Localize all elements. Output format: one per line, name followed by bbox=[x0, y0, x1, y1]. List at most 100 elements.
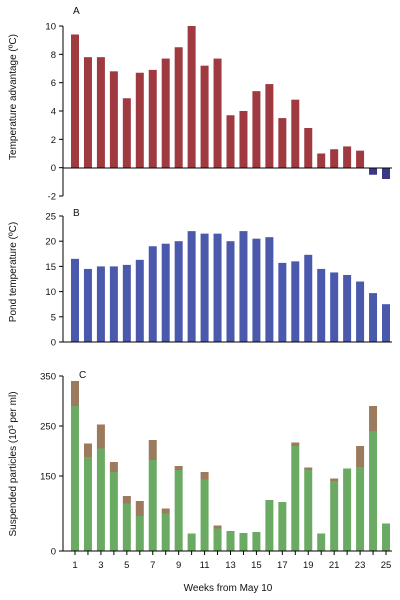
panel-c: C Suspended particles (10³ per ml) 0 150 2… bbox=[8, 370, 392, 571]
panel-b-bar bbox=[226, 241, 235, 342]
panel-0-y-tick-label: 8 bbox=[51, 50, 56, 61]
panel-c-bar-segment-0 bbox=[330, 481, 339, 551]
panel-2-y-tick-label: 0 bbox=[51, 547, 56, 558]
panel-c-bar-segment-1 bbox=[83, 443, 92, 457]
panel-c-bar-segment-0 bbox=[96, 448, 105, 551]
panel-1-y-tick-label: 10 bbox=[45, 287, 56, 298]
panel-b-bar bbox=[122, 264, 131, 342]
panel-a-bar bbox=[226, 115, 235, 168]
panel-c-bar-segment-0 bbox=[200, 479, 209, 551]
panel-c-bar-segment-0 bbox=[369, 431, 378, 551]
panel-b-bar bbox=[161, 243, 170, 342]
panel-c-bar-segment-0 bbox=[239, 533, 248, 551]
panel-c-bar-segment-0 bbox=[356, 467, 365, 551]
x-tick-label: 21 bbox=[329, 560, 340, 571]
panel-0-y-tick-label: -2 bbox=[48, 192, 56, 203]
panel-c-bar-segment-1 bbox=[356, 446, 365, 467]
panel-a-bar bbox=[252, 91, 261, 168]
panel-a-bar bbox=[265, 84, 274, 168]
x-axis-title: Weeks from May 10 bbox=[184, 583, 273, 594]
x-tick-label: 23 bbox=[355, 560, 366, 571]
panel-c-bar-segment-0 bbox=[213, 528, 222, 551]
panel-a-bar bbox=[122, 98, 131, 168]
panel-c-bar-segment-0 bbox=[317, 533, 326, 551]
panel-a-bar bbox=[109, 71, 118, 168]
panel-c-bar-segment-0 bbox=[252, 532, 261, 551]
panel-b-bar bbox=[96, 266, 105, 342]
panel-c-bar-segment-1 bbox=[135, 501, 144, 516]
panel-c-bar-segment-0 bbox=[109, 472, 118, 551]
panel-b-bar bbox=[382, 304, 390, 342]
panel-b-bar bbox=[200, 233, 209, 342]
panel-0-y-tick-label: 2 bbox=[51, 135, 56, 146]
panel-a-bar bbox=[174, 47, 183, 168]
panel-1-y-tick-label: 15 bbox=[45, 262, 56, 273]
panel-b-y-axis-title: Pond temperature (ºC) bbox=[8, 222, 19, 322]
panel-0-y-tick-label: 4 bbox=[51, 107, 56, 118]
panel-b-bar bbox=[291, 261, 300, 342]
panel-c-bar-segment-1 bbox=[109, 462, 118, 472]
panel-0-y-tick-label: 0 bbox=[51, 163, 56, 174]
panel-b-bar bbox=[304, 254, 313, 342]
x-tick-label: 7 bbox=[150, 560, 155, 571]
panel-c-label: C bbox=[79, 370, 86, 381]
x-tick-label: 3 bbox=[98, 560, 103, 571]
panel-b-bar bbox=[356, 281, 365, 342]
panel-a-bar bbox=[317, 153, 326, 168]
panel-c-bar-segment-0 bbox=[161, 513, 170, 551]
x-tick-label: 1 bbox=[72, 560, 77, 571]
x-tick-label: 17 bbox=[277, 560, 288, 571]
panel-c-bar-segment-0 bbox=[226, 531, 235, 551]
panel-c-bar-segment-1 bbox=[96, 424, 105, 449]
panel-c-bar-segment-0 bbox=[83, 457, 92, 551]
panel-a-bar bbox=[135, 72, 144, 168]
panel-c-bar-segment-1 bbox=[304, 467, 313, 470]
panel-a-bar bbox=[148, 69, 157, 168]
panel-b-bar bbox=[278, 262, 287, 342]
panel-a-bar bbox=[71, 34, 79, 168]
panel-b-bar bbox=[187, 231, 196, 342]
x-tick-label: 25 bbox=[381, 560, 392, 571]
panel-b-label: B bbox=[73, 208, 80, 219]
panel-b-bar bbox=[343, 274, 352, 342]
panel-c-bar-segment-0 bbox=[122, 503, 131, 551]
panel-1-y-tick-label: 25 bbox=[45, 212, 56, 223]
x-tick-label: 15 bbox=[251, 560, 262, 571]
panel-b-bar bbox=[330, 272, 339, 342]
panel-b-bar bbox=[317, 268, 326, 342]
panel-2-y-tick-label: 350 bbox=[40, 372, 56, 383]
panel-b-bar bbox=[265, 237, 274, 342]
panel-a-bar bbox=[187, 26, 196, 168]
panel-c-bar-segment-0 bbox=[343, 468, 352, 551]
panel-b-bar bbox=[174, 241, 183, 342]
panel-c-bar-segment-1 bbox=[330, 478, 339, 481]
panel-a-bar bbox=[96, 57, 105, 168]
x-tick-label: 13 bbox=[225, 560, 236, 571]
panel-a-bar bbox=[330, 149, 339, 168]
panel-a-bar bbox=[213, 58, 222, 168]
panel-b-bar bbox=[239, 231, 248, 342]
panel-c-bar-segment-1 bbox=[213, 525, 222, 529]
panel-c-bar-segment-1 bbox=[148, 440, 157, 460]
panel-b: B Pond temperature (ºC) 0 5 10 15 20 25 bbox=[8, 208, 392, 349]
panel-a-bar bbox=[83, 57, 92, 168]
panel-b-bar bbox=[71, 258, 79, 342]
panel-b-bar bbox=[213, 233, 222, 342]
panel-a-bar bbox=[369, 167, 378, 175]
panel-0-y-tick-label: 10 bbox=[45, 22, 56, 33]
panel-b-bar bbox=[109, 266, 118, 342]
panel-a-bar bbox=[278, 118, 287, 168]
panel-c-bar-segment-1 bbox=[161, 508, 170, 514]
panel-0-y-tick-label: 6 bbox=[51, 78, 56, 89]
panel-c-bar-segment-1 bbox=[71, 381, 79, 406]
panel-c-bar-segment-0 bbox=[278, 502, 287, 551]
panel-a-bar bbox=[304, 128, 313, 168]
panel-a-bar bbox=[382, 167, 390, 179]
panel-c-bar-segment-0 bbox=[135, 516, 144, 551]
panel-c-bar-segment-1 bbox=[291, 442, 300, 446]
panel-c-bar-segment-0 bbox=[148, 460, 157, 551]
x-tick-label: 19 bbox=[303, 560, 314, 571]
panel-b-bar bbox=[369, 293, 378, 342]
panel-a-bar bbox=[161, 58, 170, 168]
x-tick-label: 9 bbox=[176, 560, 181, 571]
